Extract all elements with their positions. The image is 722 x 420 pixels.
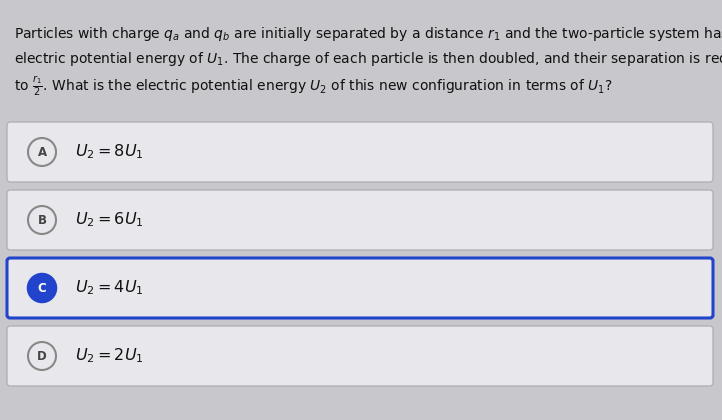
FancyBboxPatch shape: [7, 326, 713, 386]
Text: electric potential energy of $U_1$. The charge of each particle is then doubled,: electric potential energy of $U_1$. The …: [14, 50, 722, 68]
Ellipse shape: [28, 138, 56, 166]
FancyBboxPatch shape: [7, 190, 713, 250]
Text: C: C: [38, 281, 46, 294]
Ellipse shape: [28, 274, 56, 302]
Text: $U_2 = 8U_1$: $U_2 = 8U_1$: [75, 143, 144, 161]
Text: D: D: [37, 349, 47, 362]
Ellipse shape: [28, 206, 56, 234]
Text: B: B: [38, 213, 46, 226]
FancyBboxPatch shape: [7, 258, 713, 318]
Text: to $\frac{r_1}{2}$. What is the electric potential energy $U_2$ of this new conf: to $\frac{r_1}{2}$. What is the electric…: [14, 75, 613, 98]
Text: $U_2 = 2U_1$: $U_2 = 2U_1$: [75, 346, 144, 365]
Text: Particles with charge $q_a$ and $q_b$ are initially separated by a distance $r_1: Particles with charge $q_a$ and $q_b$ ar…: [14, 25, 722, 43]
Text: $U_2 = 4U_1$: $U_2 = 4U_1$: [75, 278, 144, 297]
Ellipse shape: [28, 342, 56, 370]
FancyBboxPatch shape: [7, 122, 713, 182]
Text: A: A: [38, 145, 46, 158]
Text: $U_2 = 6U_1$: $U_2 = 6U_1$: [75, 211, 144, 229]
